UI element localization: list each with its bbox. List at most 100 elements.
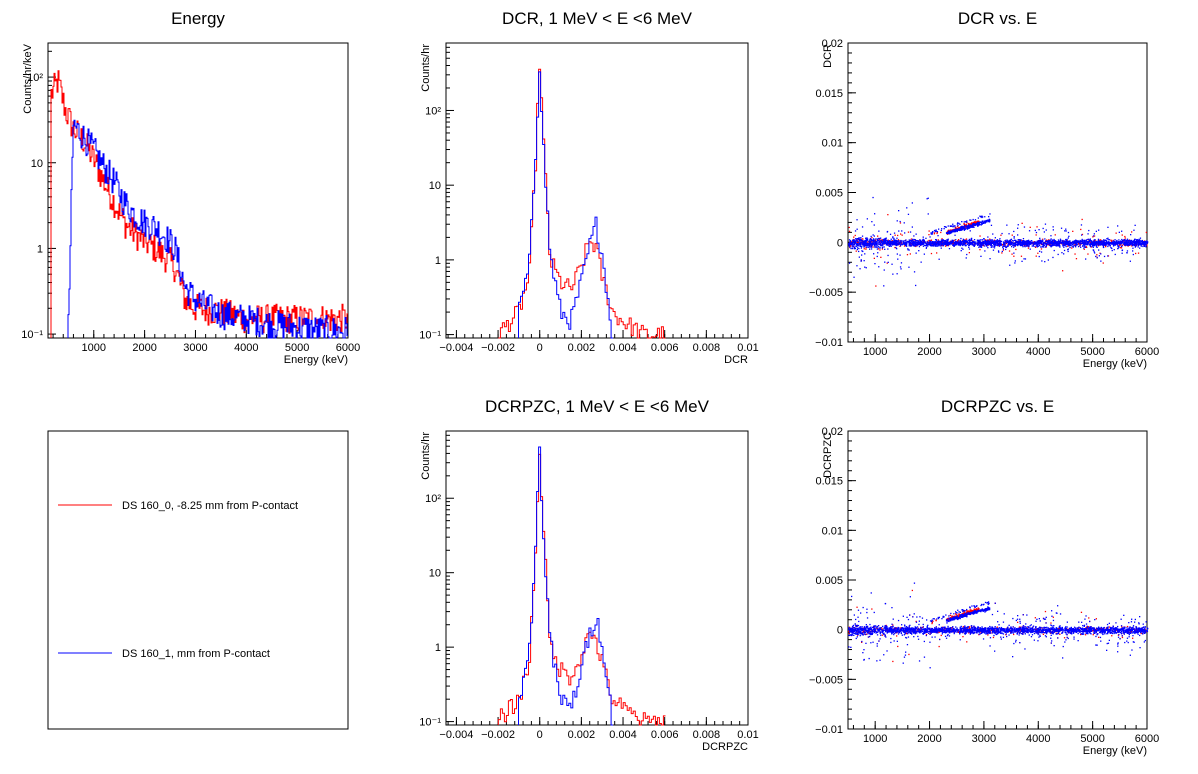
scatter-point [1013, 243, 1015, 245]
scatter-point [874, 213, 876, 215]
x-tick-label: −0.004 [439, 729, 473, 741]
scatter-point [884, 248, 886, 250]
scatter-point [993, 242, 995, 244]
scatter-point [979, 244, 981, 246]
scatter-point [1069, 241, 1072, 244]
scatter-point [1092, 634, 1094, 636]
scatter-point [1124, 235, 1126, 238]
scatter-point [848, 226, 850, 229]
scatter-point [1087, 241, 1089, 243]
scatter-point [989, 258, 991, 260]
scatter-point [887, 248, 889, 250]
scatter-point [1067, 244, 1069, 246]
scatter-point [1075, 246, 1077, 248]
scatter-point [934, 243, 936, 245]
scatter-point [958, 226, 960, 229]
scatter-point [1014, 242, 1016, 244]
scatter-point [1087, 626, 1089, 628]
scatter-point [897, 244, 899, 246]
scatter-point [899, 222, 902, 224]
scatter-point [865, 242, 867, 244]
scatter-point [965, 257, 967, 259]
scatter-point [1008, 250, 1011, 252]
scatter-point [966, 239, 968, 241]
scatter-point [876, 255, 878, 258]
scatter-point [900, 268, 902, 270]
scatter-point [883, 242, 885, 244]
scatter-point [1014, 262, 1016, 264]
x-tick-label: 0.008 [693, 729, 721, 741]
scatter-point [951, 243, 953, 245]
scatter-point [1026, 242, 1028, 244]
scatter-point [858, 237, 860, 239]
scatter-point [1025, 240, 1027, 242]
scatter-point [1044, 242, 1046, 244]
scatter-point [963, 240, 966, 242]
scatter-point [1083, 248, 1085, 250]
scatter-point [930, 252, 933, 255]
scatter-point [1005, 242, 1007, 244]
scatter-point [1047, 243, 1050, 245]
scatter-point [899, 242, 901, 244]
scatter-point [981, 244, 983, 247]
scatter-point [953, 230, 956, 233]
scatter-point [1031, 245, 1033, 247]
x-tick-label: 0.006 [651, 342, 679, 354]
scatter-point [1054, 234, 1056, 236]
scatter-point [1037, 243, 1040, 245]
scatter-point [913, 242, 915, 244]
scatter-point [966, 222, 968, 224]
scatter-point [1003, 244, 1005, 246]
scatter-point [955, 243, 957, 245]
scatter-point [1002, 249, 1005, 251]
scatter-point [907, 248, 909, 250]
scatter-point [865, 244, 868, 246]
scatter-point [969, 219, 971, 221]
y-tick-label: 10 [429, 568, 441, 580]
scatter-point [873, 253, 875, 255]
scatter-point [981, 241, 984, 244]
scatter-point [1037, 240, 1039, 242]
scatter-point [861, 246, 863, 248]
scatter-point [1070, 244, 1072, 246]
scatter-point [1054, 244, 1056, 246]
scatter-point [938, 241, 941, 243]
scatter-point [935, 239, 937, 241]
scatter-point [901, 242, 903, 244]
scatter-point [1140, 241, 1142, 243]
scatter-point [977, 239, 979, 242]
scatter-point [986, 243, 989, 245]
scatter-point [958, 229, 961, 232]
scatter-point [935, 244, 937, 246]
scatter-point [1130, 243, 1132, 245]
x-tick-label: 2000 [132, 342, 156, 354]
scatter-point [1031, 240, 1033, 242]
scatter-point [968, 240, 970, 242]
scatter-point [874, 242, 876, 244]
scatter-point [875, 244, 878, 246]
scatter-point [950, 225, 952, 227]
scatter-point [898, 230, 900, 232]
scatter-point [932, 245, 935, 247]
scatter-point [1110, 247, 1112, 249]
scatter-point [984, 240, 986, 242]
scatter-point [861, 243, 864, 245]
scatter-point [1051, 244, 1053, 246]
scatter-point [1110, 242, 1112, 244]
scatter-point [927, 240, 929, 242]
scatter-point [1132, 250, 1134, 252]
scatter-point [851, 240, 854, 242]
scatter-point [885, 244, 888, 246]
scatter-point [992, 249, 995, 251]
scatter-point [1044, 223, 1047, 225]
scatter-point [909, 243, 911, 246]
scatter-point [1046, 242, 1049, 244]
scatter-point [993, 244, 995, 246]
scatter-point [1075, 240, 1077, 242]
scatter-point [952, 244, 954, 246]
scatter-point [897, 239, 900, 241]
scatter-point [888, 240, 891, 243]
scatter-point [964, 239, 966, 241]
scatter-point [848, 239, 851, 241]
scatter-point [1132, 240, 1135, 242]
